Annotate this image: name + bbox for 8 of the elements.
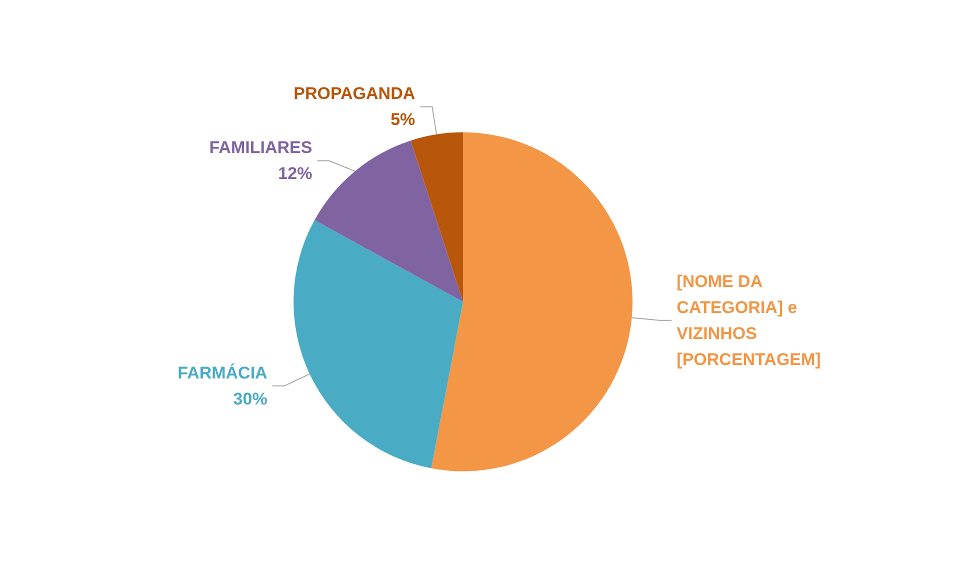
- data-label: 12%: [278, 164, 312, 184]
- data-label: 5%: [390, 110, 416, 130]
- slice-label: FAMILIARES: [209, 138, 312, 158]
- slice-label: PROPAGANDA: [294, 84, 416, 104]
- data-label: [PORCENTAGEM]: [676, 350, 821, 369]
- slice-label: [NOME DA CATEGORIA] e VIZINHOS: [676, 272, 802, 343]
- data-label: 30%: [233, 389, 268, 408]
- slice-label: FARMÁCIA: [178, 362, 268, 382]
